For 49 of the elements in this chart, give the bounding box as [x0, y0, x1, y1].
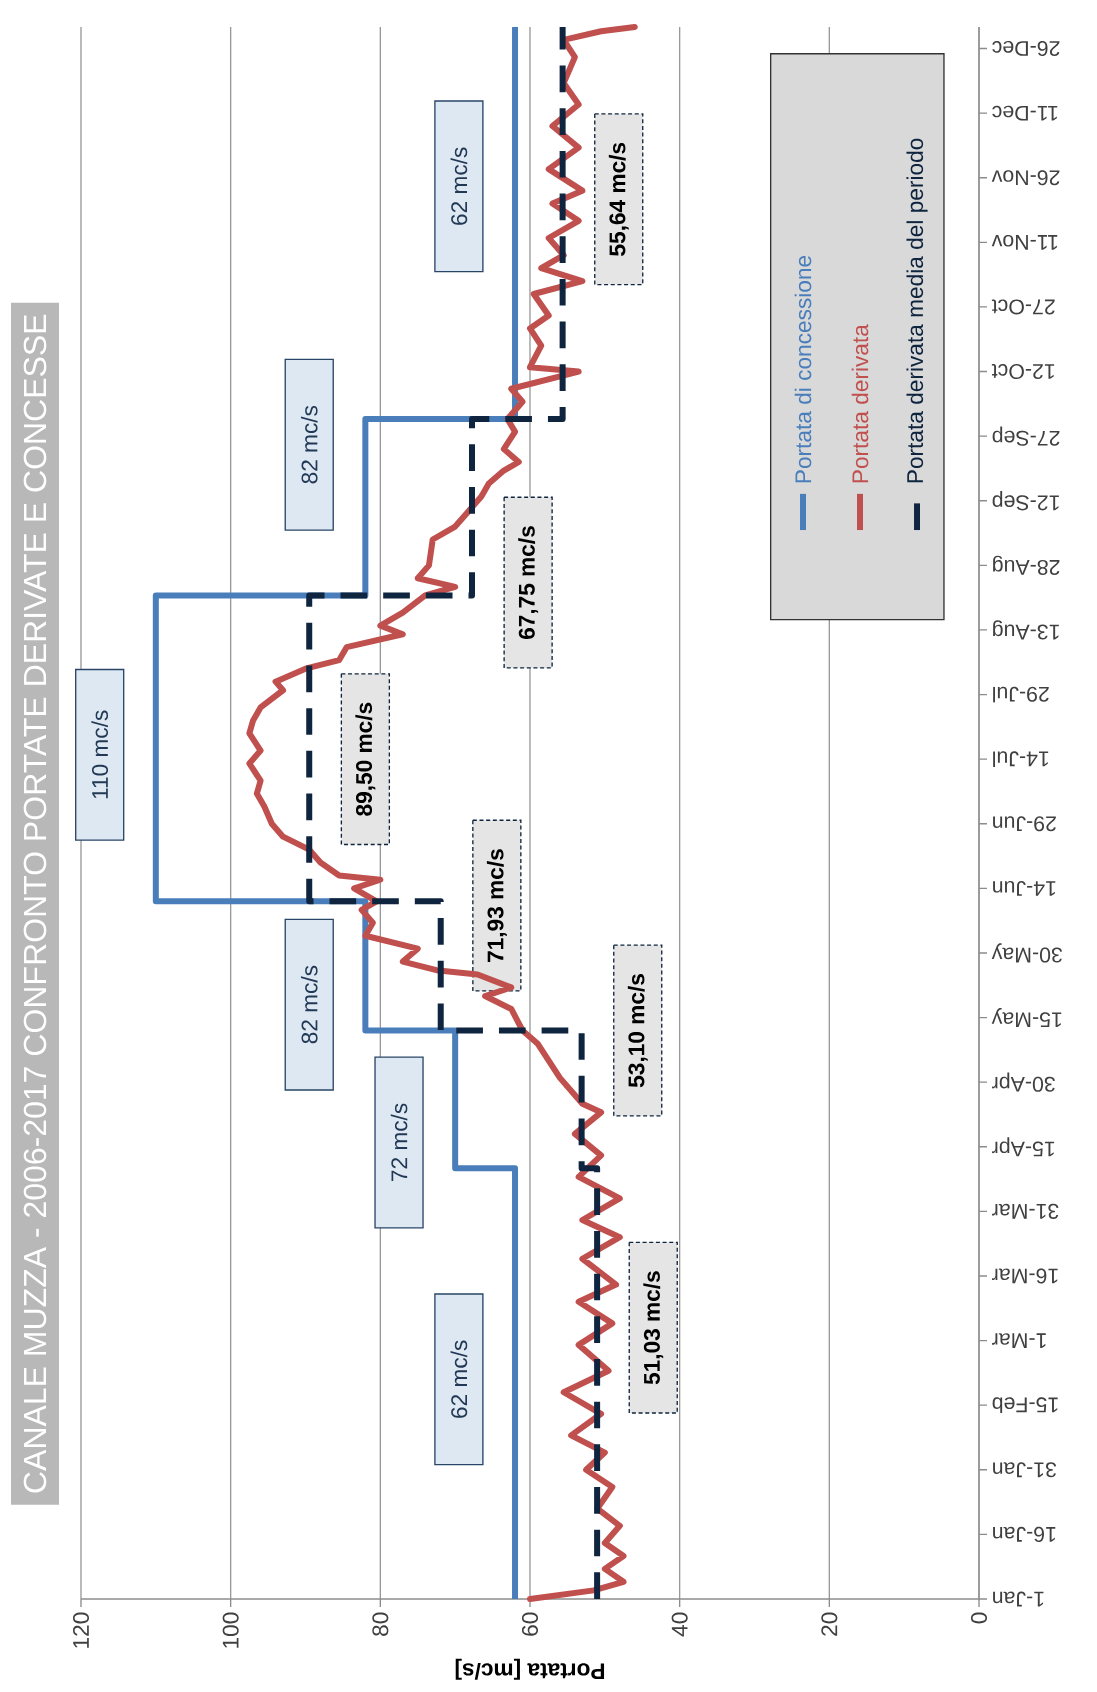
- y-tick-label: 14-Jul: [993, 751, 1049, 767]
- y-tick-label: 26-Nov: [991, 170, 1060, 186]
- x-tick-label: 100: [222, 1612, 239, 1648]
- annotation: 55,64 mc/s: [608, 142, 629, 256]
- y-tick-label: 26-Dec: [992, 40, 1060, 57]
- y-tick-label: 30-May: [991, 943, 1063, 963]
- y-tick-label: 1-Mar: [992, 1333, 1046, 1349]
- y-tick-label: 29-Jul: [993, 686, 1049, 703]
- y-tick-label: 31-Mar: [992, 1203, 1059, 1219]
- annotation: 89,50 mc/s: [355, 702, 376, 816]
- y-tick-label: 12-Oct: [991, 363, 1055, 380]
- y-tick-label: 27-Oct: [991, 299, 1055, 315]
- text: CANALE MUZZA - 2006-2017 CONFRONTO PORTATE DERIVATE E CONCESSE: [23, 314, 47, 1493]
- annotation: 67,75 mc/s: [518, 526, 539, 640]
- x-tick-label: 80: [372, 1612, 389, 1636]
- x-axis-title: Portata [mc/s]: [455, 1658, 605, 1680]
- x-tick-label: 60: [521, 1612, 539, 1636]
- x-tick-label: 20: [821, 1612, 838, 1636]
- annotation: 62 mc/s: [450, 147, 468, 225]
- annotation: 110 mc/s: [91, 710, 109, 799]
- x-tick-label: 120: [72, 1612, 90, 1648]
- y-tick-label: 11-Nov: [991, 234, 1058, 250]
- annotation: 82 mc/s: [300, 965, 318, 1044]
- y-tick-label: 15-May: [991, 1008, 1062, 1028]
- y-tick-label: 15-Feb: [992, 1397, 1058, 1414]
- y-tick-label: 28-Aug: [993, 555, 1060, 575]
- y-tick-label: 14-Jun: [993, 880, 1056, 896]
- x-tick-label: 0: [970, 1612, 988, 1624]
- text: Portata derivata media del periodo: [906, 138, 928, 483]
- annotation: 71,93 mc/s: [486, 849, 507, 962]
- y-tick-label: 13-Aug: [993, 620, 1059, 640]
- y-tick-label: 27-Sep: [992, 426, 1060, 446]
- annotation: 62 mc/s: [450, 1340, 468, 1418]
- annotation: 82 mc/s: [300, 405, 318, 484]
- y-tick-label: 12-Sep: [992, 491, 1059, 511]
- y-tick-label: 16-Jan: [993, 1526, 1056, 1542]
- x-tick-label: 40: [671, 1612, 688, 1637]
- text: Portata di concessione: [794, 255, 812, 483]
- annotation: 53,10 mc/s: [627, 974, 648, 1088]
- y-tick-label: 29-Jun: [993, 816, 1056, 832]
- y-tick-label: 30-Apr: [992, 1072, 1055, 1092]
- annotation: 51,03 mc/s: [643, 1271, 664, 1385]
- annotation: 72 mc/s: [390, 1103, 408, 1181]
- y-tick-label: 31-Jan: [993, 1462, 1057, 1478]
- y-tick-label: 16-Mar: [992, 1268, 1058, 1284]
- y-tick-label: 11-Dec: [992, 105, 1058, 121]
- y-tick-label: 15-Apr: [992, 1137, 1055, 1157]
- text: Portata derivata: [851, 324, 869, 483]
- y-tick-label: 1-Jan: [993, 1591, 1044, 1607]
